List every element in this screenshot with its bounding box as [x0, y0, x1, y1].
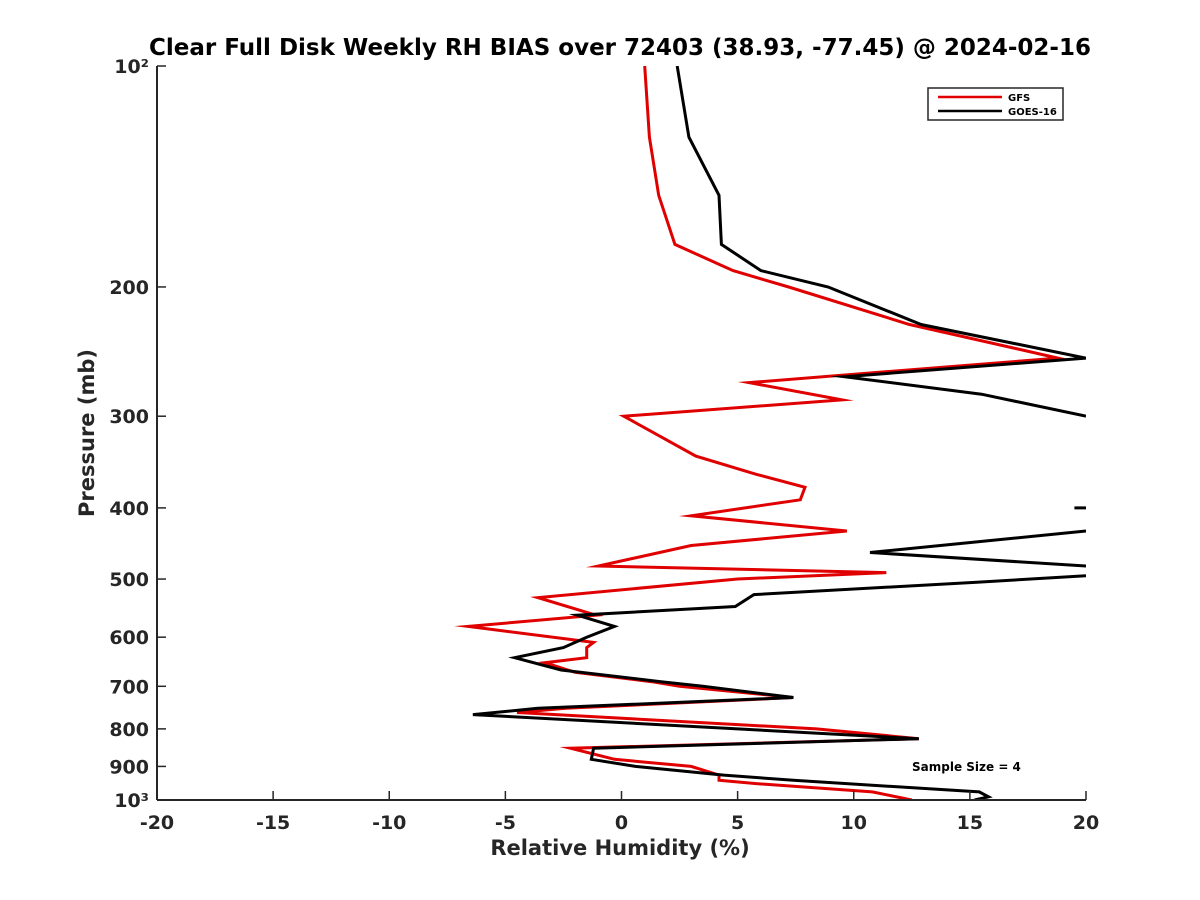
- chart-title: Clear Full Disk Weekly RH BIAS over 7240…: [149, 35, 1091, 61]
- x-tick-label: 10: [841, 812, 867, 834]
- legend-box: [927, 87, 1064, 121]
- y-axis-label: Pressure (mb): [75, 349, 99, 517]
- legend-label-goes16: GOES-16: [1008, 107, 1057, 118]
- sample-size-annotation: Sample Size = 4: [912, 760, 1021, 774]
- y-tick-label: 900: [109, 756, 149, 778]
- x-axis-ticks: -20 -15 -10 -5 0 5 10 15 20: [140, 791, 1099, 834]
- series-line-goes16: [869, 529, 1086, 568]
- y-tick-label: 10²: [114, 56, 149, 78]
- x-tick-label: 15: [957, 812, 983, 834]
- y-tick-label: 700: [109, 676, 149, 698]
- x-tick-label: -10: [372, 812, 406, 834]
- y-tick-label: 400: [109, 498, 149, 520]
- x-tick-label: 20: [1073, 812, 1099, 834]
- x-tick-label: -15: [256, 812, 290, 834]
- y-tick-label: 600: [109, 627, 149, 649]
- series-layer: [454, 66, 1086, 800]
- series-line-goes16: [472, 574, 1086, 800]
- plot-area: [157, 66, 1086, 800]
- x-tick-label: -20: [140, 812, 174, 834]
- y-tick-label: 300: [109, 406, 149, 428]
- x-tick-label: -5: [495, 812, 516, 834]
- legend: GFS GOES-16: [927, 87, 1064, 121]
- y-tick-label: 800: [109, 719, 149, 741]
- y-tick-label: 10³: [114, 790, 149, 812]
- x-tick-label: 0: [615, 812, 628, 834]
- series-line-goes16: [675, 66, 1086, 418]
- x-tick-label: 5: [731, 812, 744, 834]
- legend-label-gfs: GFS: [1008, 93, 1030, 104]
- y-tick-label: 200: [109, 277, 149, 299]
- y-tick-label: 500: [109, 569, 149, 591]
- y-axis-ticks: 10² 200 300 400 500 600 700 800 900 10³: [109, 56, 166, 812]
- x-axis-label: Relative Humidity (%): [490, 836, 749, 860]
